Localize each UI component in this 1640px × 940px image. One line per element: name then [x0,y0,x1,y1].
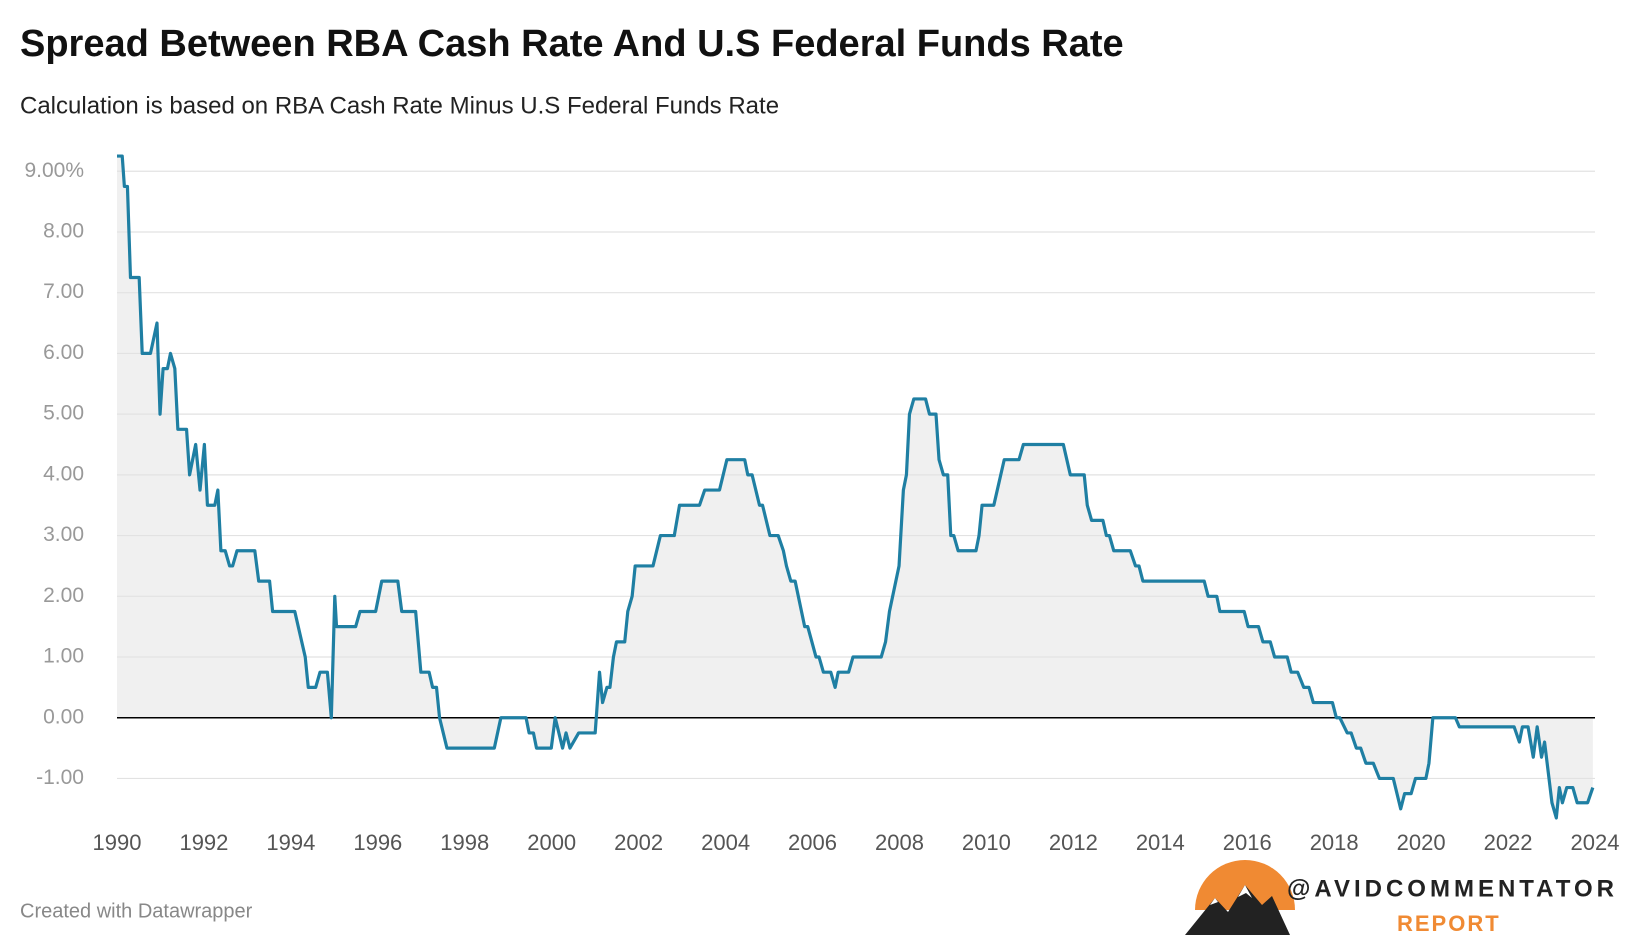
logo-snow [1210,885,1252,905]
y-tick-label: 4.00 [43,462,84,485]
x-tick-label: 2002 [614,830,663,855]
x-tick-label: 1994 [266,830,315,855]
x-tick-label: 1998 [440,830,489,855]
x-tick-label: 2004 [701,830,750,855]
x-tick-label: 2020 [1397,830,1446,855]
brand-logo [1185,860,1295,935]
x-tick-label: 1992 [179,830,228,855]
x-tick-label: 2014 [1136,830,1185,855]
x-tick-label: 1990 [93,830,142,855]
x-tick-label: 1996 [353,830,402,855]
y-tick-label: 8.00 [43,220,84,243]
brand-name: @AVIDCOMMENTATOR [1287,875,1618,902]
x-tick-label: 2024 [1571,830,1620,855]
chart-title: Spread Between RBA Cash Rate And U.S Fed… [20,23,1124,65]
logo-mountains [1185,885,1290,935]
line [117,154,1595,820]
x-tick-label: 2018 [1310,830,1359,855]
y-tick-label: 2.00 [43,584,84,607]
y-tick-label: 5.00 [43,402,84,425]
x-tick-label: 2010 [962,830,1011,855]
y-tick-label: 3.00 [43,523,84,546]
y-tick-label: 1.00 [43,645,84,668]
credit: Created with Datawrapper [20,900,253,922]
x-tick-label: 2000 [527,830,576,855]
y-tick-label: 7.00 [43,280,84,303]
x-tick-label: 2022 [1484,830,1533,855]
chart-subtitle: Calculation is based on RBA Cash Rate Mi… [20,92,779,119]
brand-sub: REPORT [1397,911,1501,936]
plot-area: 9.00% 8.00 7.00 6.00 5.00 4.00 3.00 2.00 1.00 0.0… [24,154,1620,855]
y-tick-label: 9.00% [24,159,84,182]
x-tick-label: 2006 [788,830,837,855]
area [117,156,1593,818]
x-tick-label: 2016 [1223,830,1272,855]
x-tick-label: 2008 [875,830,924,855]
y-tick-label: 0.00 [43,705,84,728]
x-tick-label: 2012 [1049,830,1098,855]
y-tick-label: 6.00 [43,341,84,364]
y-tick-label: -1.00 [36,766,84,789]
